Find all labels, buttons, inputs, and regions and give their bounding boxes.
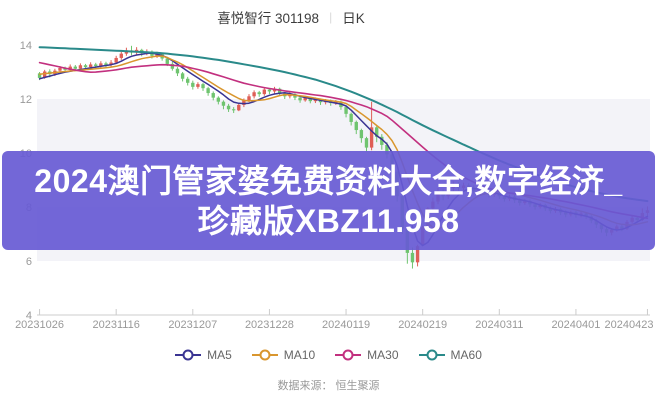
candle-20231225 [252, 90, 256, 99]
candle-20231214 [216, 96, 221, 105]
stock-title: 喜悦智行 301198 [217, 11, 320, 26]
x-axis-label: 20231207 [168, 319, 217, 331]
candle-20240126 [369, 101, 374, 151]
candle-20231201 [170, 61, 175, 71]
y-axis-label: 6 [26, 256, 32, 268]
candle-20240129 [375, 126, 379, 143]
x-axis-label: 20231228 [245, 319, 294, 331]
legend-marker-icon [418, 349, 445, 361]
legend-ring-icon [259, 349, 271, 361]
candle-20231208 [196, 82, 200, 89]
chart-header: 喜悦智行 301198 | 日K [0, 7, 582, 27]
legend-item-ma60[interactable]: MA60 [418, 348, 482, 362]
grid-band [37, 99, 650, 153]
candle-20240108 [298, 96, 302, 103]
header-divider: | [329, 10, 333, 24]
legend-label: MA5 [207, 348, 232, 362]
candle-20231115 [109, 60, 113, 67]
legend-ring-icon [342, 349, 354, 361]
legend-item-ma30[interactable]: MA30 [335, 348, 399, 362]
candle-20240207 [410, 247, 415, 269]
candle-20240122 [349, 112, 353, 126]
y-axis-label: 14 [20, 40, 32, 52]
candle-20231207 [191, 80, 195, 90]
x-axis-label: 20240401 [551, 319, 600, 331]
legend-ring-icon [426, 349, 438, 361]
legend-marker-icon [175, 349, 202, 361]
candle-20231211 [201, 82, 205, 91]
candle-20231220 [237, 103, 241, 112]
x-axis-label: 20240311 [475, 319, 523, 331]
y-axis-label: 4 [26, 310, 32, 322]
period-tab-daily-k[interactable]: 日K [342, 11, 365, 26]
candle-20231227 [262, 87, 267, 96]
candle-20231213 [211, 91, 215, 101]
legend-label: MA10 [283, 348, 316, 362]
y-axis-label: 12 [20, 94, 32, 106]
x-axis-label: 20240423 [605, 319, 654, 331]
x-axis-label: 20240119 [322, 319, 370, 331]
x-axis-label: 20231026 [15, 319, 64, 331]
ad-overlay-banner[interactable]: 2024澳门管家婆免费资料大全,数字经济_ 珍藏版XBZ11.958 [2, 151, 655, 250]
ad-overlay-text-line2: 珍藏版XBZ11.958 [197, 202, 460, 239]
candle-20231212 [206, 86, 210, 96]
candle-20231205 [180, 72, 185, 82]
candle-20231215 [221, 100, 226, 110]
x-axis-label: 20240219 [398, 319, 447, 331]
candle-20231218 [226, 103, 231, 112]
data-source-note: 数据来源： 恒生聚源 [277, 380, 380, 392]
x-axis-label: 20231116 [93, 319, 140, 331]
legend-item-ma10[interactable]: MA10 [251, 348, 316, 362]
candle-20231219 [231, 107, 236, 114]
legend-label: MA60 [450, 348, 482, 362]
candle-20231204 [175, 67, 180, 77]
candle-20240123 [354, 120, 358, 135]
candle-20240125 [364, 136, 369, 152]
ma-legend: MA5 MA10 MA30 MA60 [0, 348, 657, 362]
candle-20240119 [344, 105, 348, 118]
candle-20231206 [186, 76, 190, 86]
candle-20240130 [380, 134, 384, 150]
legend-ring-icon [182, 349, 194, 361]
legend-marker-icon [251, 349, 278, 361]
candle-20231116 [114, 55, 118, 64]
legend-label: MA30 [367, 348, 399, 362]
candle-20240102 [277, 87, 282, 96]
legend-marker-icon [335, 349, 362, 361]
candle-20240124 [359, 128, 364, 143]
ad-overlay-text-line1: 2024澳门管家婆免费资料大全,数字经济_ [34, 162, 623, 199]
candle-20231226 [257, 90, 261, 97]
legend-item-ma5[interactable]: MA5 [175, 348, 232, 362]
candle-20231117 [119, 51, 123, 60]
